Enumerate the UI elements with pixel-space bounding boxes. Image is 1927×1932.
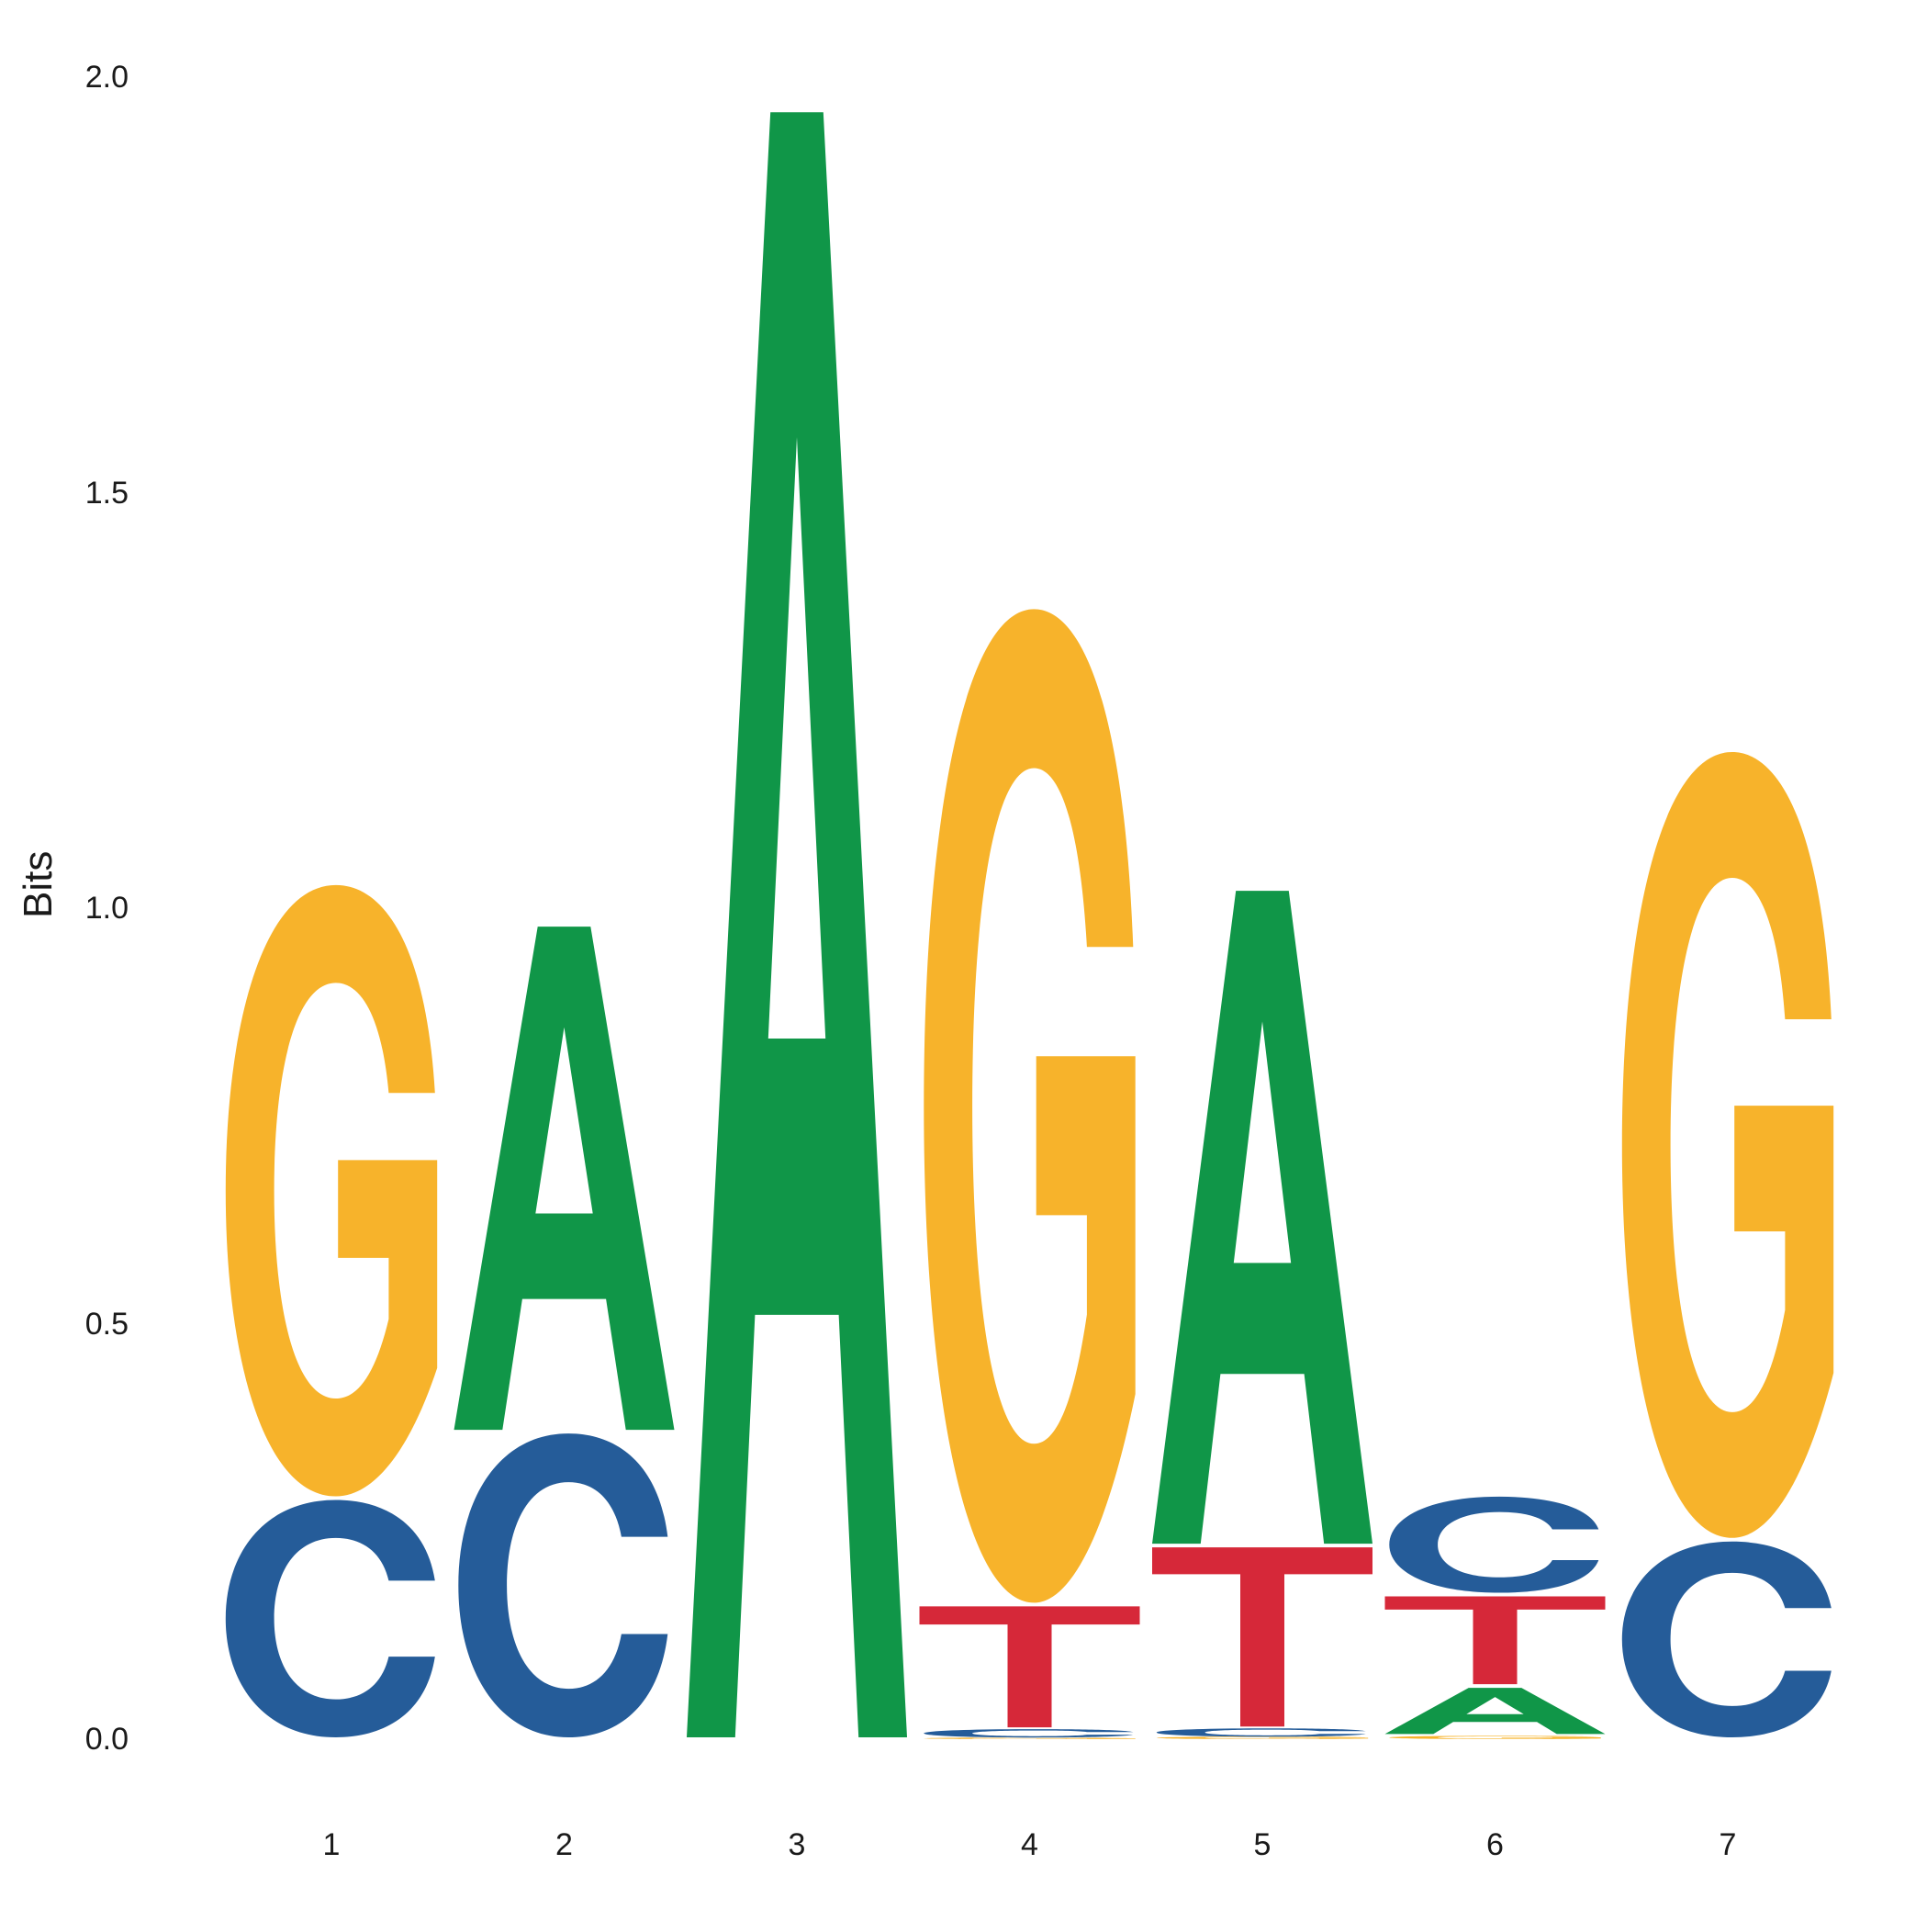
logo-letter-g-pos1 [225, 884, 438, 1497]
logo-letter-a-pos6 [1384, 1688, 1606, 1735]
logo-letter-g-pos5 [1156, 1736, 1369, 1739]
logo-letter-g-pos7 [1621, 752, 1834, 1538]
y-tick-label: 1.0 [84, 891, 129, 926]
y-tick-label: 0.5 [84, 1306, 129, 1342]
logo-letter-a-pos5 [1152, 891, 1372, 1544]
logo-letter-a-pos3 [687, 112, 907, 1738]
logo-column-3 [687, 112, 907, 1738]
logo-letter-c-pos4 [924, 1729, 1134, 1738]
logo-column-6 [1384, 1496, 1606, 1739]
logo-column-1 [225, 884, 438, 1737]
logo-letter-c-pos5 [1156, 1728, 1366, 1737]
logo-letter-c-pos1 [225, 1500, 435, 1737]
logo-letter-c-pos6 [1389, 1496, 1599, 1593]
logo-letter-t-pos6 [1384, 1596, 1606, 1685]
x-tick-label: 3 [788, 1827, 806, 1862]
x-tick-label: 7 [1719, 1827, 1737, 1862]
logo-letter-g-pos6 [1389, 1735, 1601, 1739]
y-tick-label: 0.0 [84, 1722, 129, 1757]
logo-column-5 [1152, 891, 1372, 1739]
logo-column-7 [1621, 752, 1834, 1737]
y-tick-label: 2.0 [84, 60, 129, 95]
x-tick-label: 6 [1486, 1827, 1504, 1862]
x-tick-label: 1 [322, 1827, 341, 1862]
logo-letter-g-pos4 [924, 1737, 1136, 1739]
logo-letter-c-pos7 [1621, 1541, 1832, 1737]
logo-column-2 [454, 927, 675, 1737]
x-tick-label: 2 [555, 1827, 573, 1862]
x-tick-label: 4 [1021, 1827, 1038, 1862]
logo-letter-t-pos5 [1152, 1547, 1372, 1727]
logo-letter-g-pos4 [924, 609, 1136, 1603]
y-tick-label: 1.5 [84, 475, 129, 511]
logo-letter-t-pos4 [919, 1606, 1140, 1728]
x-tick-label: 5 [1253, 1827, 1272, 1862]
logo-letter-c-pos2 [458, 1433, 668, 1737]
logo-column-4 [919, 609, 1140, 1739]
logo-letter-a-pos2 [454, 927, 675, 1431]
